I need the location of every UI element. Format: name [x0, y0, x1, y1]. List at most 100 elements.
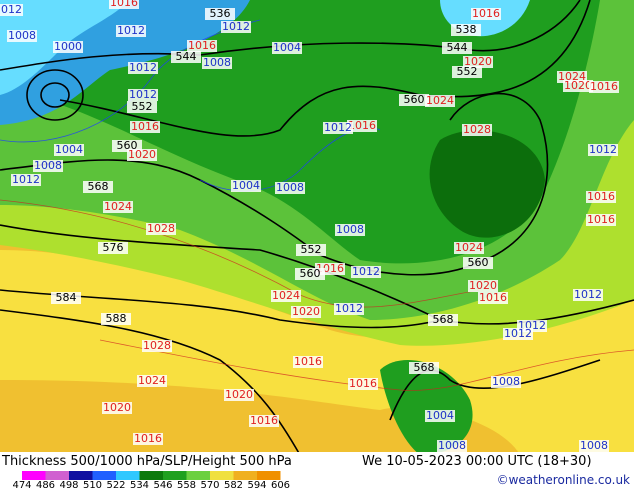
contour-label: 1028	[143, 339, 171, 352]
contour-label: 1016	[134, 432, 162, 445]
colorbar-label: 510	[83, 480, 102, 490]
colorbar-label: 594	[247, 480, 266, 490]
label-box	[0, 4, 23, 16]
label-box	[83, 181, 113, 193]
contour-label: 1016	[587, 213, 615, 226]
isobars-high	[0, 199, 634, 391]
colorbar-label: 558	[177, 480, 196, 490]
label-box	[231, 180, 261, 192]
contour-label: 1000	[54, 40, 82, 53]
colorbar-label: 498	[59, 480, 78, 490]
colorbar-segment	[139, 471, 163, 480]
label-box	[348, 378, 378, 390]
label-box	[272, 42, 302, 54]
contour-label: 1008	[492, 375, 520, 388]
label-box	[249, 415, 279, 427]
label-box	[51, 292, 81, 304]
contour-label: 1016	[479, 291, 507, 304]
label-box	[187, 40, 217, 52]
contour-label: 1020	[564, 79, 592, 92]
label-box	[146, 223, 176, 235]
label-box	[103, 201, 133, 213]
contour-label: 1020	[225, 388, 253, 401]
contour-label: 1024	[426, 94, 454, 107]
colorbar-label: 582	[224, 480, 243, 490]
contour-label: 588	[106, 312, 127, 325]
contour-label: 1012	[504, 327, 532, 340]
colorbar-segment	[69, 471, 93, 480]
contour-label: 1012	[129, 61, 157, 74]
contour-label: 1028	[463, 123, 491, 136]
zone-midgreen-south	[380, 360, 473, 455]
colorbar-label: 546	[153, 480, 172, 490]
contour-label: 1028	[147, 222, 175, 235]
contour-label: 1024	[104, 200, 132, 213]
contour-label: 1020	[128, 148, 156, 161]
colorbar-segment	[233, 471, 257, 480]
contour-label: 1004	[426, 409, 454, 422]
label-box	[573, 289, 603, 301]
map-labels: 1012101653610125381016100810001012101654…	[0, 0, 619, 452]
label-box	[491, 376, 521, 388]
colorbar-label: 606	[271, 480, 290, 490]
label-box	[409, 362, 439, 374]
label-box	[296, 244, 326, 256]
colorbar-segment	[116, 471, 140, 480]
colorbar-segment	[257, 471, 281, 480]
contour-label: 1012	[574, 288, 602, 301]
contour-label: 552	[301, 243, 322, 256]
label-box	[451, 24, 481, 36]
contour-label: 584	[56, 291, 77, 304]
colorbar-segment	[210, 471, 234, 480]
label-box	[171, 51, 201, 63]
label-box	[563, 80, 593, 92]
contour-label: 1016	[590, 80, 618, 93]
contour-label: 1016	[110, 0, 138, 9]
contour-label: 1012	[12, 173, 40, 186]
label-box	[98, 242, 128, 254]
label-box	[33, 160, 63, 172]
colorbar-segment	[92, 471, 116, 480]
contour-label: 1016	[131, 120, 159, 133]
label-box	[293, 356, 323, 368]
label-box	[224, 389, 254, 401]
contour-label: 560	[404, 93, 425, 106]
label-box	[102, 402, 132, 414]
label-box	[425, 410, 455, 422]
contour-label: 576	[103, 241, 124, 254]
label-box	[295, 268, 325, 280]
contour-label: 1016	[294, 355, 322, 368]
label-box	[579, 440, 609, 452]
label-box	[323, 122, 353, 134]
label-box	[351, 266, 381, 278]
label-box	[463, 257, 493, 269]
colorbar-segment	[45, 471, 69, 480]
colorbar-label: 486	[36, 480, 55, 490]
contour-label: 1012	[335, 302, 363, 315]
label-box	[291, 306, 321, 318]
label-box	[11, 174, 41, 186]
label-box	[586, 191, 616, 203]
contour-label: 1012	[352, 265, 380, 278]
colorbar-label: 534	[130, 480, 149, 490]
map-title: Thickness 500/1000 hPa/SLP/Height 500 hP…	[1, 454, 292, 469]
colorbar-label: 570	[200, 480, 219, 490]
label-box	[128, 62, 158, 74]
contour-label: 1004	[273, 41, 301, 54]
label-box	[127, 149, 157, 161]
contour-label: 552	[457, 65, 478, 78]
label-box	[109, 0, 139, 9]
label-box	[589, 81, 619, 93]
label-box	[128, 89, 158, 101]
label-box	[205, 8, 235, 20]
contour-label: 1024	[272, 289, 300, 302]
contour-label: 560	[117, 139, 138, 152]
label-box	[462, 124, 492, 136]
contour-label: 568	[433, 313, 454, 326]
label-box	[275, 182, 305, 194]
contour-label: 1020	[469, 279, 497, 292]
contour-label: 1020	[292, 305, 320, 318]
zone-darkgreen	[429, 130, 545, 238]
